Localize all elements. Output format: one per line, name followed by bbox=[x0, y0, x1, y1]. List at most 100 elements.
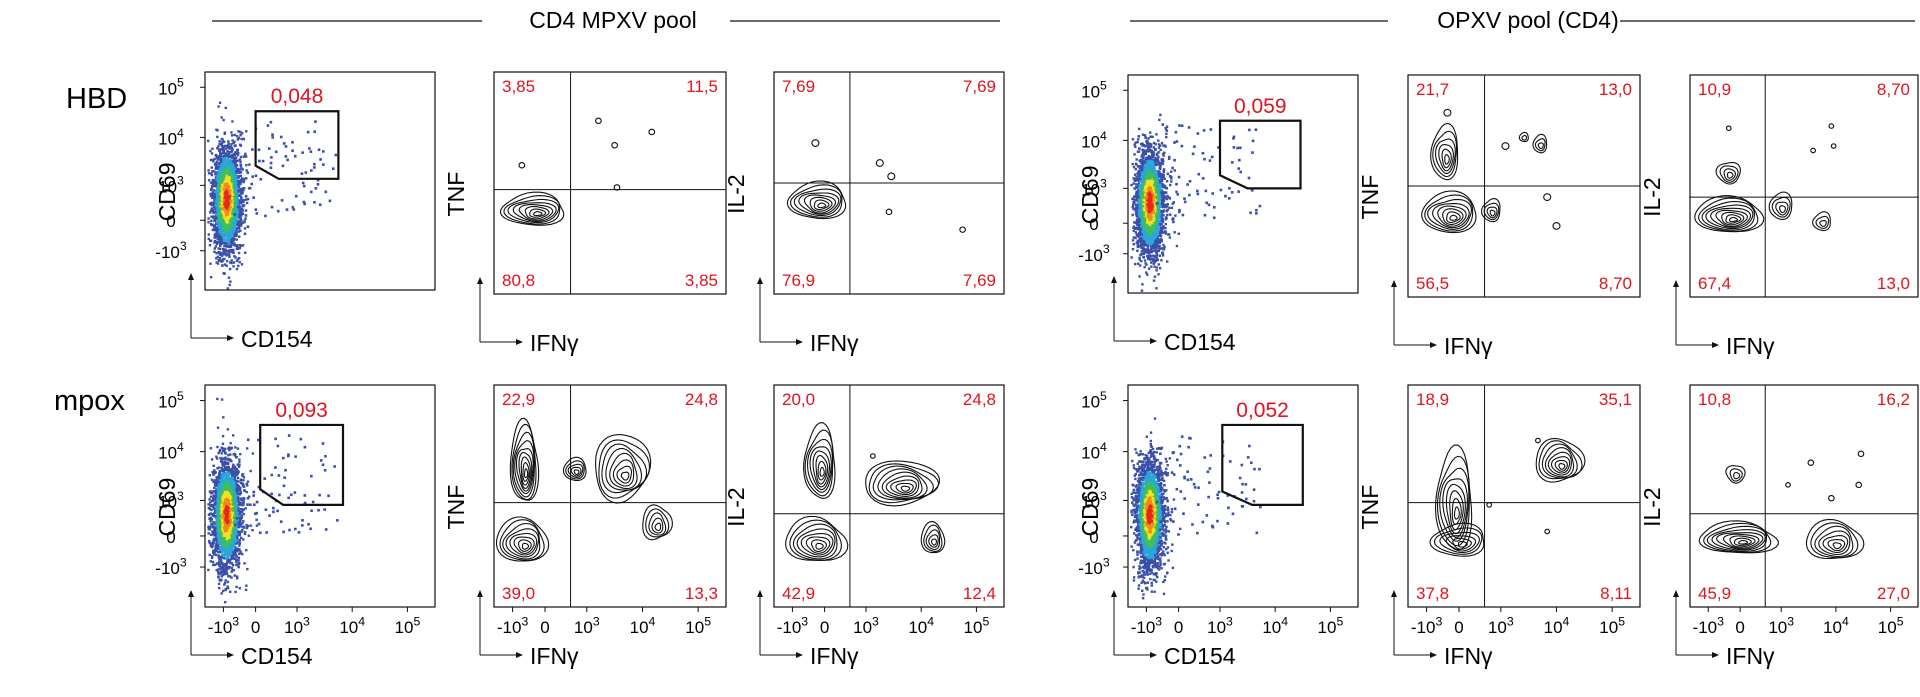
density-dot bbox=[226, 161, 229, 165]
density-dot bbox=[216, 195, 220, 198]
density-dot bbox=[210, 172, 213, 175]
density-dot bbox=[235, 156, 238, 159]
density-dot bbox=[1154, 259, 1158, 263]
density-dot bbox=[218, 169, 222, 172]
density-dot bbox=[235, 152, 239, 155]
density-dot bbox=[232, 195, 236, 198]
density-dot bbox=[241, 209, 245, 212]
density-dot bbox=[217, 216, 220, 220]
density-dot bbox=[1158, 118, 1161, 122]
density-dot bbox=[211, 209, 215, 212]
density-dot bbox=[234, 144, 237, 147]
density-dot bbox=[223, 257, 226, 261]
density-dot bbox=[225, 174, 228, 178]
density-dot bbox=[219, 228, 222, 231]
density-dot bbox=[1149, 261, 1153, 264]
density-dot bbox=[237, 168, 240, 171]
density-dot bbox=[1143, 259, 1147, 262]
density-dot bbox=[1162, 205, 1165, 209]
event-dot bbox=[270, 156, 273, 159]
density-dot bbox=[1141, 148, 1144, 152]
density-dot bbox=[1137, 175, 1141, 178]
event-dot bbox=[301, 181, 305, 185]
density-dot bbox=[230, 181, 234, 184]
x-arrow-head bbox=[796, 339, 803, 345]
event-dot bbox=[259, 177, 263, 181]
density-dot bbox=[1140, 187, 1144, 191]
density-dot bbox=[213, 239, 217, 243]
density-dot bbox=[237, 176, 240, 179]
density-dot bbox=[216, 190, 219, 193]
density-dot bbox=[224, 214, 228, 218]
density-dot bbox=[233, 179, 237, 183]
density-dot bbox=[219, 219, 222, 222]
event-dot bbox=[322, 163, 325, 166]
density-dot bbox=[217, 167, 221, 171]
density-dot bbox=[237, 181, 240, 185]
density-dot bbox=[222, 207, 225, 210]
density-dot bbox=[244, 152, 247, 156]
density-dot bbox=[215, 251, 218, 255]
density-dot bbox=[230, 164, 234, 168]
contour-ring bbox=[648, 128, 656, 136]
density-dot bbox=[222, 253, 226, 256]
density-dot bbox=[221, 162, 224, 165]
density-dot bbox=[210, 209, 213, 213]
density-dot bbox=[230, 143, 233, 146]
density-dot bbox=[1155, 256, 1159, 259]
event-dot bbox=[255, 212, 259, 215]
density-dot bbox=[1166, 194, 1169, 198]
density-dot bbox=[235, 259, 239, 263]
density-dot bbox=[231, 200, 234, 203]
density-dot bbox=[1159, 194, 1162, 197]
density-dot bbox=[1141, 144, 1144, 147]
event-dot bbox=[246, 171, 250, 175]
density-dot bbox=[222, 236, 225, 240]
density-dot bbox=[223, 204, 226, 208]
density-dot bbox=[219, 232, 223, 236]
density-dot bbox=[235, 194, 238, 197]
density-dot bbox=[224, 208, 227, 212]
density-dot bbox=[240, 178, 243, 182]
event-dot bbox=[286, 158, 289, 162]
density-dot bbox=[222, 167, 226, 170]
density-dot bbox=[218, 187, 221, 190]
density-dot bbox=[221, 226, 225, 230]
density-dot bbox=[207, 169, 210, 172]
density-dot bbox=[209, 222, 213, 226]
density-dot bbox=[222, 209, 225, 213]
density-dot bbox=[221, 233, 225, 236]
density-dot bbox=[223, 251, 227, 255]
density-dot bbox=[217, 202, 220, 205]
event-dot bbox=[301, 151, 304, 154]
density-dot bbox=[212, 158, 215, 162]
density-dot bbox=[1144, 152, 1148, 156]
density-dot bbox=[1152, 262, 1155, 265]
density-dot bbox=[1165, 203, 1168, 207]
density-dot bbox=[225, 232, 229, 235]
density-dot bbox=[1133, 262, 1137, 266]
density-dot bbox=[1138, 191, 1142, 194]
density-dot bbox=[237, 220, 241, 224]
density-dot bbox=[243, 221, 246, 224]
event-dot bbox=[300, 172, 304, 175]
density-dot bbox=[1157, 151, 1160, 154]
contour-ring bbox=[790, 184, 843, 218]
density-dot bbox=[1145, 140, 1148, 143]
density-dot bbox=[226, 221, 229, 224]
density-dot bbox=[222, 157, 225, 160]
density-dot bbox=[1138, 208, 1142, 211]
density-dot bbox=[239, 133, 242, 137]
density-dot bbox=[1143, 220, 1147, 223]
density-dot bbox=[225, 182, 229, 185]
density-dot bbox=[1140, 289, 1144, 292]
density-dot bbox=[1153, 217, 1156, 220]
density-dot bbox=[1144, 262, 1147, 265]
density-dot bbox=[221, 229, 225, 233]
density-dot bbox=[231, 218, 234, 222]
density-dot bbox=[216, 176, 219, 179]
density-dot bbox=[1160, 189, 1163, 192]
density-dot bbox=[224, 154, 227, 158]
